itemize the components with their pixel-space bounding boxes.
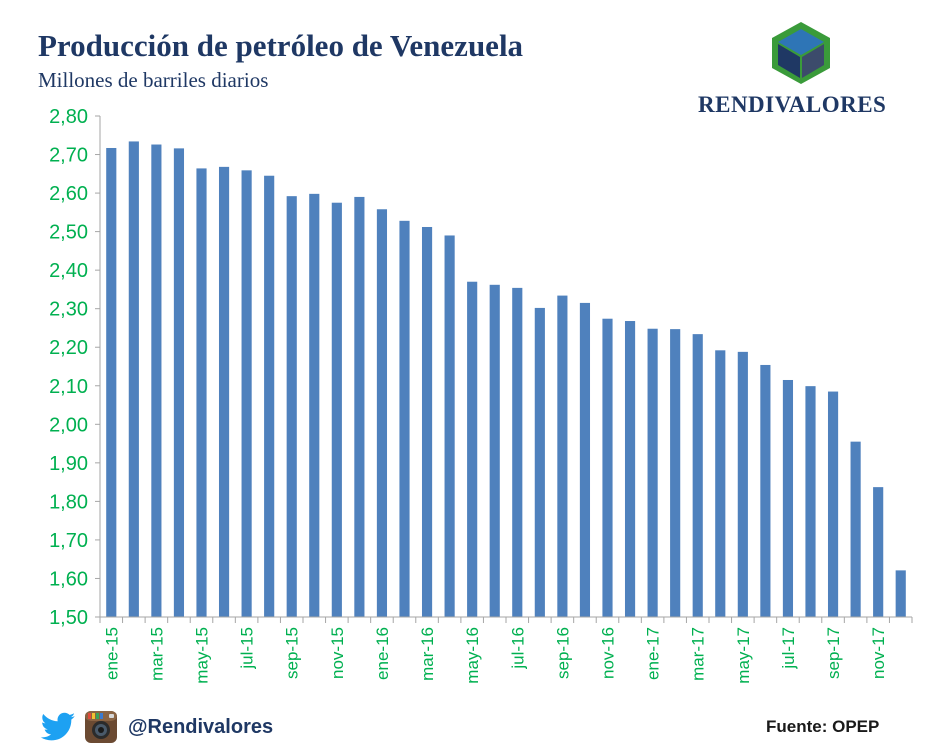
bar-jun-16 [489,284,500,617]
x-axis-tick-labels: ene-15 mar-15 may-15 jul-15 sep-15 nov-15 ene-… [102,627,888,684]
y-tick-label: 1,80 [49,491,88,513]
instagram-camera-icon[interactable] [84,710,118,744]
bar-ago-16 [534,307,545,617]
y-tick-label: 2,10 [49,376,88,398]
brand-name: RENDIVALORES [698,92,887,117]
x-tick-label: mar-17 [689,627,708,681]
x-tick-label: nov-15 [328,627,347,679]
y-tick-label: 2,30 [49,299,88,321]
y-tick-label: 2,80 [49,106,88,128]
bar-may-16 [467,281,478,617]
bar-ago-15 [264,175,275,618]
x-tick-label: mar-16 [418,627,437,681]
x-tick-label: jul-17 [779,627,798,670]
axes [95,115,913,623]
bar-ago-17 [805,386,816,617]
bar-ene-16 [376,209,388,617]
bar-sep-16 [557,295,568,617]
bar-jul-17 [782,379,794,617]
bar-abr-16 [444,235,455,617]
y-tick-label: 1,90 [49,453,88,475]
x-tick-label: jul-15 [238,627,257,670]
bar-oct-15 [309,193,320,617]
bar-oct-16 [579,302,591,617]
x-tick-label: may-15 [193,627,212,684]
bar-jun-15 [218,166,230,617]
x-tick-label: sep-15 [283,627,302,679]
bar-jul-16 [512,287,523,617]
y-axis-tick-labels: 1,50 1,60 1,70 1,80 1,90 2,00 2,10 2,20 2,30 2,40… [49,106,88,629]
bar-feb-15 [128,141,139,617]
x-tick-label: mar-15 [147,627,166,681]
bar-dic-15 [354,196,365,617]
x-tick-label: sep-16 [553,627,572,679]
y-tick-label: 2,00 [49,414,88,436]
social-handle[interactable]: @Rendivalores [128,715,274,738]
bar-abr-15 [173,148,185,617]
y-tick-label: 2,50 [49,222,88,244]
bar-dic-16 [624,321,636,617]
x-tick-label: may-17 [734,627,753,684]
bar-dic-17 [895,570,906,617]
bar-sep-15 [286,196,297,617]
bar-mar-17 [692,334,703,617]
bar-sep-17 [827,391,839,617]
x-tick-label: ene-16 [373,627,392,680]
bar-abr-17 [715,350,726,617]
y-tick-label: 2,60 [49,183,88,205]
bar-mar-15 [151,144,162,617]
y-tick-label: 2,40 [49,260,88,282]
y-tick-label: 1,50 [49,607,88,629]
bar-nov-16 [602,318,613,617]
bar-may-17 [737,351,748,617]
y-tick-label: 2,70 [49,145,88,167]
x-tick-label: jul-16 [508,627,527,670]
bar-mar-16 [421,226,433,618]
y-tick-label: 2,20 [49,337,88,359]
data-source: Fuente: OPEP [766,717,880,736]
x-tick-label: sep-17 [824,627,843,679]
y-tick-label: 1,70 [49,530,88,552]
chart-title: Producción de petróleo de Venezuela [38,28,524,63]
bar-jun-17 [760,364,771,617]
chart-subtitle: Millones de barriles diarios [38,68,269,92]
bar-ene-15 [106,147,117,618]
y-tick-label: 1,60 [49,568,88,590]
x-tick-label: nov-17 [869,627,888,679]
bar-may-15 [196,168,207,617]
bar-nov-15 [331,202,342,617]
bar-feb-17 [670,329,681,617]
twitter-bird-icon[interactable] [40,712,76,742]
x-tick-label: nov-16 [599,627,618,679]
x-tick-label: ene-15 [102,627,121,680]
bar-nov-17 [873,487,884,617]
bar-feb-16 [399,220,410,617]
bar-oct-17 [850,441,861,617]
bar-ene-17 [647,328,658,617]
bar-jul-15 [241,170,252,617]
social-footer: @Rendivalores [40,710,273,744]
bars [106,141,906,618]
x-tick-label: ene-17 [644,627,663,680]
green-hexagon-cube-logo-icon [772,22,830,84]
x-tick-label: may-16 [463,627,482,684]
